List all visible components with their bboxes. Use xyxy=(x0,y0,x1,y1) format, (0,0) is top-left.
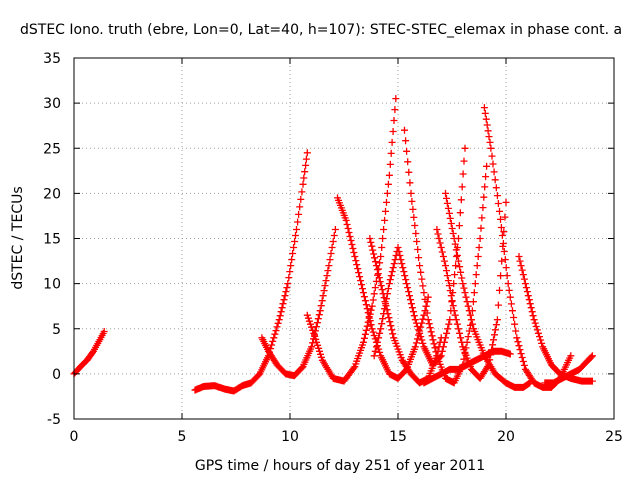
series-7 xyxy=(370,144,469,369)
series-13 xyxy=(420,347,514,387)
y-tick-label: 20 xyxy=(43,186,61,202)
y-tick-label: -5 xyxy=(47,412,61,428)
series-7-points xyxy=(370,144,469,369)
x-tick-label: 0 xyxy=(70,429,79,445)
x-tick-label: 10 xyxy=(281,429,299,445)
y-tick-label: 15 xyxy=(43,232,61,248)
series-4 xyxy=(303,95,400,385)
x-tick-label: 15 xyxy=(389,429,407,445)
y-tick-label: 0 xyxy=(52,367,61,383)
x-tick-label: 20 xyxy=(497,429,515,445)
series-4-points xyxy=(303,95,400,385)
grid xyxy=(74,58,614,419)
y-axis-label: dSTEC / TECUs xyxy=(10,186,26,289)
series-3 xyxy=(258,226,339,380)
chart-title: dSTEC Iono. truth (ebre, Lon=0, Lat=40, … xyxy=(20,22,622,38)
series-14 xyxy=(541,352,596,387)
axis-ticks: 0 5 10 15 20 25 -5 0 5 10 15 20 25 30 35 xyxy=(43,51,623,445)
x-tick-label: 5 xyxy=(178,429,187,445)
y-tick-label: 35 xyxy=(43,51,61,67)
x-tick-label: 25 xyxy=(605,429,623,445)
series-2 xyxy=(191,149,311,395)
series-14-points xyxy=(541,352,596,387)
y-tick-label: 30 xyxy=(43,96,61,112)
series-3-points xyxy=(258,226,339,380)
series-2-points xyxy=(191,149,311,395)
data-marks xyxy=(70,95,596,395)
y-tick-label: 10 xyxy=(43,277,61,293)
y-tick-label: 5 xyxy=(52,322,61,338)
x-axis-label: GPS time / hours of day 251 of year 2011 xyxy=(195,458,485,474)
series-13-points xyxy=(420,347,514,387)
y-tick-label: 25 xyxy=(43,141,61,157)
